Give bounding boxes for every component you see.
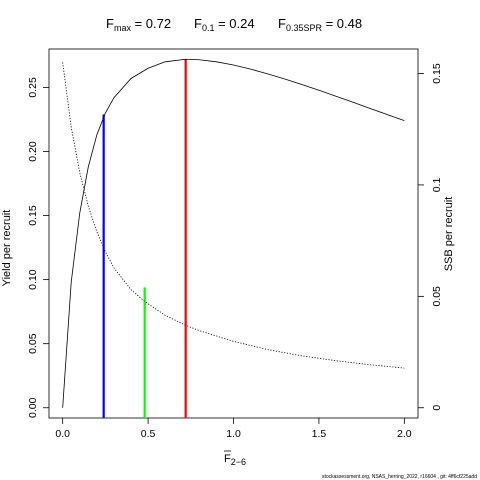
y-axis-right-title: SSB per recruit xyxy=(443,197,455,272)
y-left-tick-label: 0.25 xyxy=(27,77,39,98)
x-tick-label: 1.0 xyxy=(226,428,241,440)
y-left-tick-label: 0.05 xyxy=(27,333,39,354)
y-left-tick-label: 0.20 xyxy=(27,141,39,162)
y-left-tick-label: 0.15 xyxy=(27,205,39,226)
x-tick-label: 2.0 xyxy=(397,428,412,440)
x-axis: 0.0 0.5 1.0 1.5 2.0 xyxy=(55,418,412,440)
yield-curve xyxy=(62,58,405,408)
ssb-curve xyxy=(62,62,405,369)
x-axis-title-text: F2−6 xyxy=(224,453,246,467)
x-tick-label: 0.5 xyxy=(141,428,156,440)
y-right-tick-label: 0.1 xyxy=(431,177,443,192)
x-tick-label: 1.5 xyxy=(312,428,327,440)
series-layer xyxy=(62,58,405,408)
title-f035spr: F0.35SPR = 0.48 xyxy=(278,16,362,33)
y-right-tick-label: 0.15 xyxy=(431,63,443,84)
title-f01: F0.1 = 0.24 xyxy=(194,16,255,33)
chart-title: Fmax = 0.72 F0.1 = 0.24 F0.35SPR = 0.48 xyxy=(106,16,362,33)
y-right-tick-label: 0.05 xyxy=(431,286,443,307)
y-axis-left: 0.00 0.05 0.10 0.15 0.20 0.25 xyxy=(27,77,49,418)
footer-source: stockassessment.org, NSAS_herring_2022, … xyxy=(322,474,477,480)
x-axis-title: F2−6 xyxy=(224,450,246,467)
title-fmax: Fmax = 0.72 xyxy=(106,16,171,33)
y-axis-right: 0 0.05 0.1 0.15 xyxy=(418,63,443,411)
reference-lines xyxy=(102,59,187,418)
y-left-tick-label: 0.00 xyxy=(27,397,39,418)
y-right-tick-label: 0 xyxy=(431,405,443,411)
y-left-tick-label: 0.10 xyxy=(27,269,39,290)
y-axis-left-title: Yield per recruit xyxy=(1,210,13,287)
x-tick-label: 0.0 xyxy=(55,428,70,440)
